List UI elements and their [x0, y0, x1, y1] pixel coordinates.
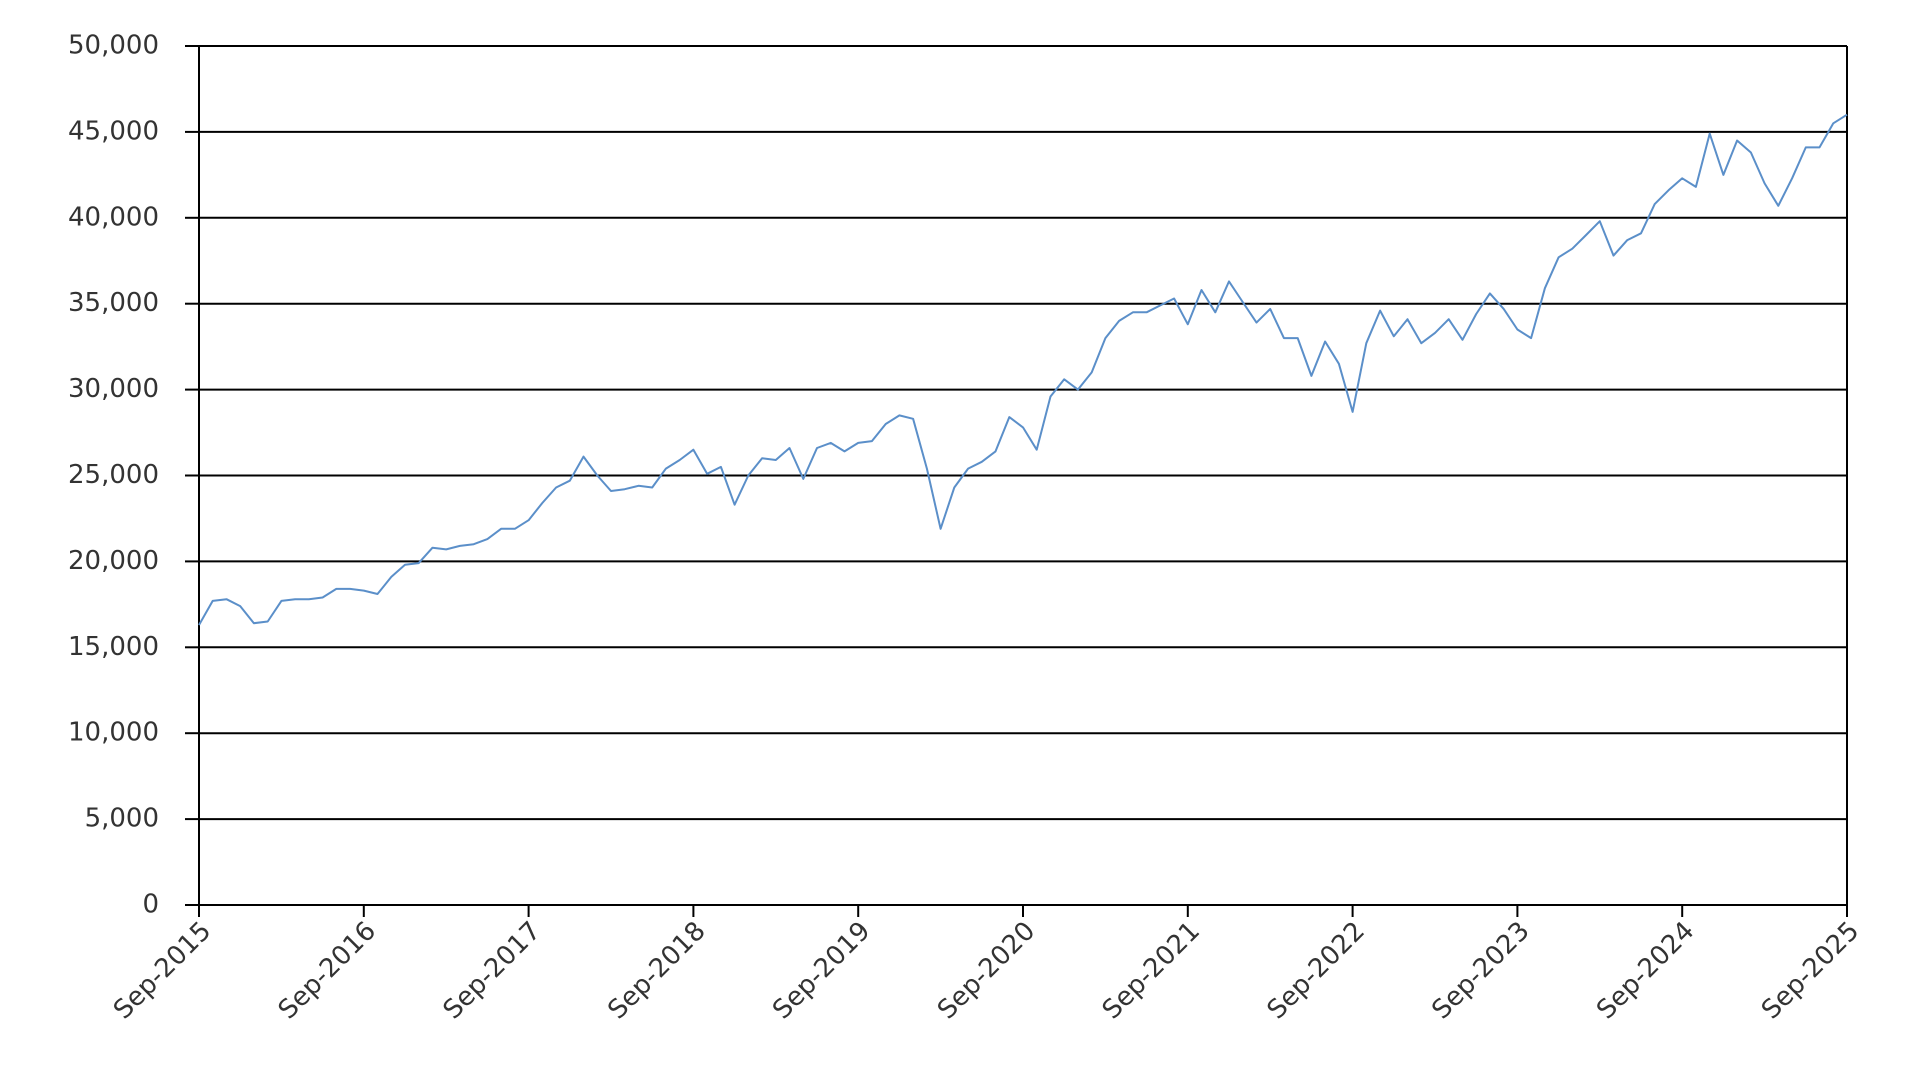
y-tick-label: 30,000 — [68, 374, 159, 404]
y-tick-label: 45,000 — [68, 116, 159, 146]
y-tick-label: 20,000 — [68, 546, 159, 576]
x-tick-label: Sep-2019 — [767, 916, 876, 1025]
x-tick-label: Sep-2024 — [1591, 916, 1700, 1025]
x-tick-label: Sep-2020 — [932, 916, 1041, 1025]
x-tick-label: Sep-2023 — [1426, 916, 1535, 1025]
x-tick-label: Sep-2016 — [273, 916, 382, 1025]
y-tick-label: 15,000 — [68, 632, 159, 662]
x-tick-label: Sep-2025 — [1756, 916, 1865, 1025]
y-tick-label: 25,000 — [68, 460, 159, 490]
x-tick-label: Sep-2021 — [1097, 916, 1206, 1025]
x-tick-label: Sep-2015 — [108, 916, 217, 1025]
y-tick-label: 35,000 — [68, 288, 159, 318]
line-series — [198, 113, 1848, 626]
y-tick-label: 0 — [142, 890, 159, 920]
y-tick-label: 5,000 — [85, 804, 159, 834]
x-tick-label: Sep-2018 — [602, 916, 711, 1025]
x-tick-label: Sep-2017 — [438, 916, 547, 1025]
y-tick-label: 10,000 — [68, 718, 159, 748]
y-tick-label: 40,000 — [68, 202, 159, 232]
x-tick-label: Sep-2022 — [1262, 916, 1371, 1025]
y-tick-label: 50,000 — [68, 31, 159, 61]
